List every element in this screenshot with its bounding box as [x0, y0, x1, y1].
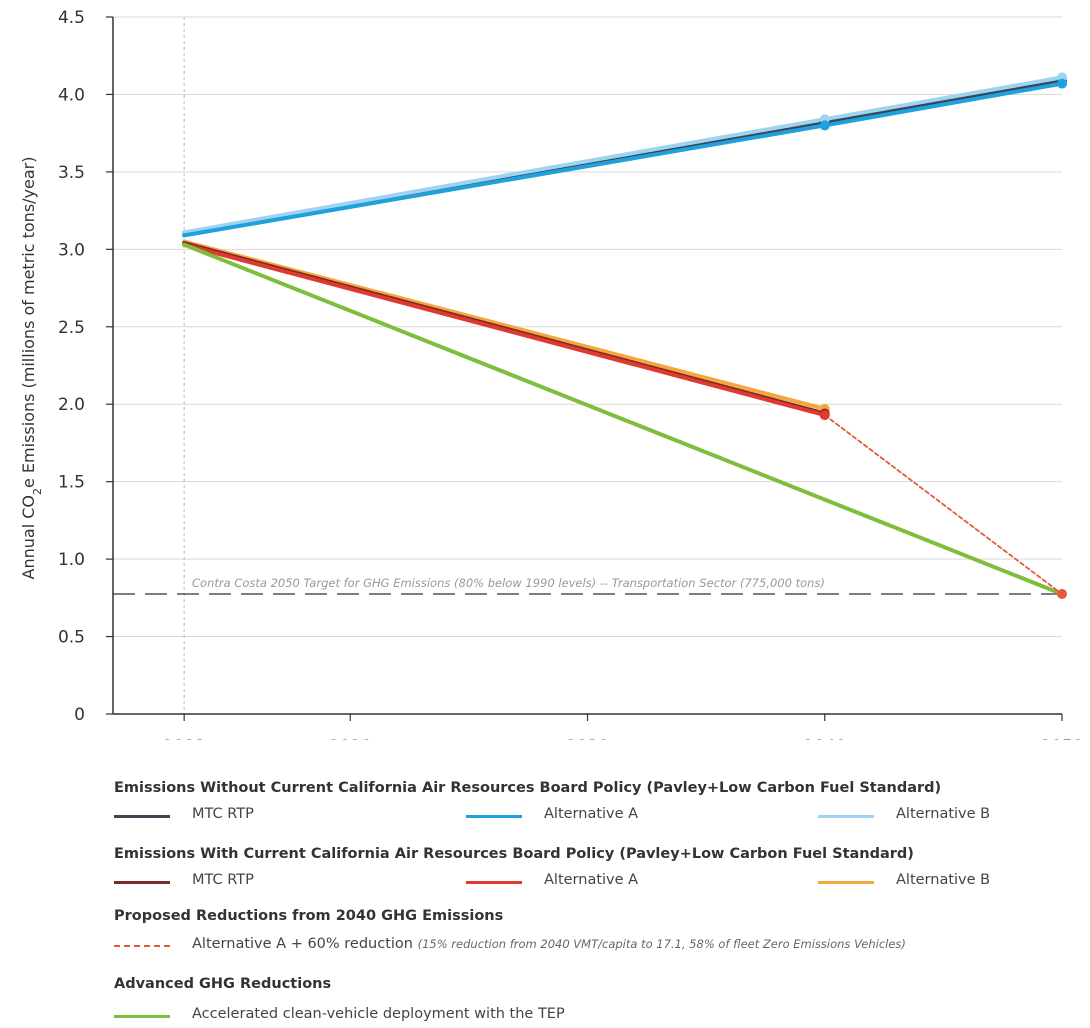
x-tick-label: 2030: [566, 737, 609, 740]
y-tick-label: 4.0: [58, 85, 85, 105]
legend-label: Alternative A + 60% reduction: [192, 936, 418, 952]
y-tick-label: 4.5: [58, 8, 85, 28]
legend-note: (15% reduction from 2040 VMT/capita to 1…: [417, 937, 906, 951]
x-tick-label: 2050: [1040, 737, 1083, 740]
legend-label: Alternative A: [544, 872, 639, 888]
legend-group-with-title: Emissions With Current California Air Re…: [114, 846, 914, 862]
data-point: [819, 410, 830, 421]
legend-label: MTC RTP: [192, 872, 254, 888]
x-tick-label: 2013: [163, 737, 206, 740]
y-tick-label: 0: [74, 705, 85, 725]
legend-swatch: [466, 815, 522, 818]
series-line-with-alternative-a: [182, 242, 827, 418]
data-point: [1057, 588, 1067, 599]
legend-group-proposed-title: Proposed Reductions from 2040 GHG Emissi…: [114, 908, 504, 924]
x-tick-label: 2020: [329, 737, 372, 740]
legend-swatch: [818, 881, 874, 884]
legend-swatch: [114, 1015, 170, 1018]
series-line-without-alternative-b: [182, 75, 1064, 235]
data-point: [1057, 78, 1067, 89]
legend-group-advanced-title: Advanced GHG Reductions: [114, 976, 332, 992]
axes: [106, 16, 1063, 721]
legend-swatch: [818, 815, 874, 818]
y-gridlines: [113, 16, 1062, 638]
x-tick-label: 2040: [803, 737, 846, 740]
legend-group-without-title: Emissions Without Current California Air…: [114, 780, 942, 796]
legend-swatch: [114, 945, 170, 947]
target-reference-line: Contra Costa 2050 Target for GHG Emissio…: [113, 576, 1062, 595]
y-tick-label: 2.0: [58, 395, 85, 415]
y-tick-label: 3.5: [58, 163, 85, 183]
legend-label: Alternative A: [544, 806, 639, 822]
y-tick-label: 3.0: [58, 240, 85, 260]
y-axis-label: Annual CO2e Emissions (millions of metri…: [19, 157, 44, 580]
y-tick-label: 2.5: [58, 318, 85, 338]
legend-label: Alternative B: [896, 872, 991, 888]
y-tick-label: 0.5: [58, 628, 85, 648]
y-tick-label: 1.0: [58, 550, 85, 570]
series-points: [819, 72, 1067, 599]
legend-label: Alternative B: [896, 806, 991, 822]
series-line-proposed-alternative-a-60-reduction: [823, 414, 1063, 595]
legend-label: MTC RTP: [192, 806, 254, 822]
y-tick-label: 1.5: [58, 473, 85, 493]
series-line-without-alternative-a: [182, 81, 1064, 238]
series-line-advanced-accelerated-clean-vehicle-deployment-with-the-tep: [182, 242, 1064, 596]
series-lines: [182, 75, 1064, 596]
legend-label: Accelerated clean-vehicle deployment wit…: [192, 1006, 565, 1022]
emissions-chart: Contra Costa 2050 Target for GHG Emissio…: [19, 8, 1084, 740]
legend-swatch: [114, 815, 170, 818]
legend-swatch: [466, 881, 522, 884]
legend-swatch: [114, 881, 170, 884]
x-tick-labels: 2013 2020 2030 2040 2050: [163, 737, 1084, 740]
data-point: [819, 120, 830, 131]
target-line-label: Contra Costa 2050 Target for GHG Emissio…: [192, 576, 825, 590]
y-tick-labels: 0 0.5 1.0 1.5 2.0 2.5 3.0 3.5 4.0 4.5: [58, 8, 85, 725]
